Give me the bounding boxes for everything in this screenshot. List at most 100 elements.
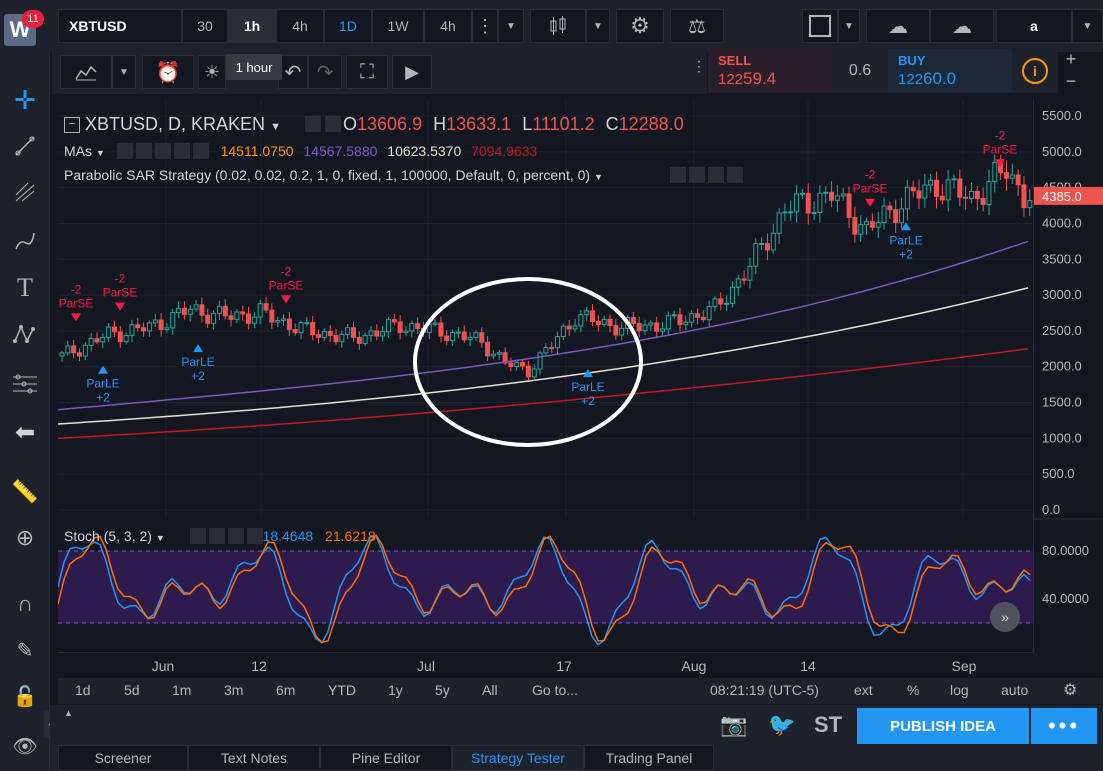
eye-toggle-icon[interactable] <box>305 116 321 132</box>
range-1m[interactable]: 1m <box>172 682 192 698</box>
range-3m[interactable]: 3m <box>224 682 244 698</box>
magnet-icon[interactable]: ∩ <box>17 591 33 616</box>
interval-1w[interactable]: 1W <box>372 9 424 43</box>
info-button[interactable]: i <box>1012 49 1058 93</box>
minus-icon[interactable]: − <box>1065 71 1077 91</box>
strategy-source-icon[interactable] <box>708 167 724 183</box>
panel-expand-icon[interactable]: ▲ <box>64 708 73 718</box>
color-square-button[interactable] <box>802 9 838 43</box>
chart-type-chevron-icon[interactable]: ▼ <box>586 9 610 43</box>
text-icon[interactable]: T <box>17 273 33 302</box>
legend-chevron-icon[interactable]: ▼ <box>270 121 281 133</box>
main-chart-pane[interactable]: -2 ParSE -2 ParSE ParLE +2 ParLE +2 -2 ParSE ParLE… <box>57 100 1039 518</box>
tab-text-notes[interactable]: Text Notes <box>188 745 320 771</box>
indicators-icon[interactable] <box>60 55 112 89</box>
collapse-legend-icon[interactable]: − <box>64 117 80 134</box>
chart-type-button[interactable] <box>530 9 586 43</box>
range-ytd[interactable]: YTD <box>328 682 356 698</box>
arrow-left-icon[interactable]: ⬅ <box>14 418 36 446</box>
pencil-lock-icon[interactable]: ✎ <box>16 639 34 662</box>
stoch-eye-icon[interactable] <box>190 528 206 544</box>
toggle-ext[interactable]: ext <box>854 682 873 698</box>
axis-settings-icon[interactable]: ⚙ <box>1063 682 1078 699</box>
camera-icon[interactable]: 📷 <box>720 712 748 737</box>
logo[interactable]: W 11 <box>0 0 52 52</box>
ruler-icon[interactable]: 📏 <box>11 479 39 504</box>
stoch-chevron-icon[interactable]: ▼ <box>155 533 165 543</box>
mas-plus-icon[interactable] <box>174 143 190 159</box>
stocktwits-icon[interactable]: ST <box>814 712 843 737</box>
scroll-to-realtime-icon[interactable]: » <box>990 602 1020 632</box>
notification-badge[interactable]: 11 <box>22 10 44 28</box>
strategy-gear-icon[interactable] <box>689 167 705 183</box>
lock-icon[interactable]: 🔓 <box>12 685 38 708</box>
stoch-plus-icon[interactable] <box>228 528 244 544</box>
buy-button[interactable]: BUY 12260.0 <box>888 49 1012 93</box>
chevron-down-icon[interactable]: ▼ <box>498 9 524 43</box>
zoom-icon[interactable]: ⊕ <box>15 525 35 550</box>
publish-idea-button[interactable]: PUBLISH IDEA <box>857 708 1029 744</box>
cloud-download-icon[interactable]: ☁ <box>866 9 930 43</box>
redo-icon[interactable]: ↷ <box>308 55 342 89</box>
time-axis[interactable]: Jun 12 Jul 17 Aug 14 Sep <box>58 652 1033 678</box>
range-1d[interactable]: 1d <box>75 682 91 698</box>
strategy-eye-icon[interactable] <box>670 167 686 183</box>
strategy-chevron-icon[interactable]: ▼ <box>593 172 603 182</box>
pattern-icon[interactable] <box>0 314 50 354</box>
toggle-percent[interactable]: % <box>907 682 920 698</box>
stoch-pane[interactable] <box>57 519 1033 651</box>
stoch-gear-icon[interactable] <box>209 528 225 544</box>
mas-close-icon[interactable] <box>193 143 209 159</box>
compare-scale-icon[interactable]: ⚖ <box>670 9 724 43</box>
fib-icon[interactable] <box>0 364 50 404</box>
twitter-icon[interactable]: 🐦 <box>768 712 796 737</box>
tab-screener[interactable]: Screener <box>58 745 188 771</box>
eye-icon[interactable]: 👁 <box>12 735 38 758</box>
trendline-icon[interactable] <box>0 126 50 166</box>
range-5y[interactable]: 5y <box>435 682 450 698</box>
toggle-log[interactable]: log <box>950 682 969 698</box>
undo-icon[interactable]: ↶ <box>278 55 308 89</box>
mas-eye-icon[interactable] <box>117 143 133 159</box>
interval-4h-fav[interactable]: 4h <box>424 9 472 43</box>
range-all[interactable]: All <box>482 682 498 698</box>
replay-play-icon[interactable]: ▶ <box>392 55 432 89</box>
interval-30[interactable]: 30 <box>182 9 228 43</box>
light-icon[interactable]: ☀ <box>198 55 226 89</box>
price-axis[interactable]: 5500.05000.04500.04000.03500.03000.02500… <box>1033 100 1103 652</box>
price-chart[interactable]: -2ParSE-2ParSEParLE+2ParLE+2-2ParSEParLE… <box>57 100 1039 518</box>
go-to-date[interactable]: Go to... <box>532 682 578 698</box>
stoch-close-icon[interactable] <box>247 528 263 544</box>
sell-button[interactable]: SELL 12259.4 <box>708 49 832 93</box>
stoch-chart[interactable] <box>57 519 1033 651</box>
tab-pine-editor[interactable]: Pine Editor <box>320 745 452 771</box>
interval-1h[interactable]: 1h <box>228 9 276 43</box>
drag-handle-icon[interactable]: ⋮⋮ <box>692 58 718 74</box>
brush-icon[interactable] <box>0 220 50 260</box>
mas-chevron-icon[interactable]: ▼ <box>95 148 105 158</box>
symbol-search[interactable]: XBTUSD <box>58 9 182 43</box>
gear-icon[interactable]: ⚙ <box>616 9 664 43</box>
tab-strategy-tester[interactable]: Strategy Tester <box>452 745 584 771</box>
indicators-chevron-icon[interactable]: ▼ <box>112 55 136 89</box>
cloud-upload-icon[interactable]: ☁ <box>930 9 994 43</box>
fullscreen-icon[interactable]: ⛶ <box>346 55 388 89</box>
interval-1d[interactable]: 1D <box>324 9 372 43</box>
more-intervals-icon[interactable]: ⋮ <box>472 9 498 43</box>
tab-trading-panel[interactable]: Trading Panel <box>584 745 714 771</box>
range-1y[interactable]: 1y <box>388 682 403 698</box>
toggle-auto[interactable]: auto <box>1001 682 1029 698</box>
interval-4h[interactable]: 4h <box>276 9 324 43</box>
crosshair-icon[interactable]: ✛ <box>14 84 36 115</box>
plus-icon[interactable]: + <box>1065 49 1077 69</box>
range-5d[interactable]: 5d <box>124 682 140 698</box>
user-button[interactable]: a <box>996 9 1072 43</box>
legend-settings-icon[interactable] <box>325 116 341 132</box>
more-options-icon[interactable]: ••• <box>1031 708 1097 744</box>
mas-gear-icon[interactable] <box>136 143 152 159</box>
pitchfork-icon[interactable] <box>0 172 50 212</box>
user-chevron-icon[interactable]: ▼ <box>1072 9 1103 43</box>
strategy-close-icon[interactable] <box>727 167 743 183</box>
mas-source-icon[interactable] <box>155 143 171 159</box>
alarm-add-icon[interactable]: ⏰ <box>142 55 194 89</box>
